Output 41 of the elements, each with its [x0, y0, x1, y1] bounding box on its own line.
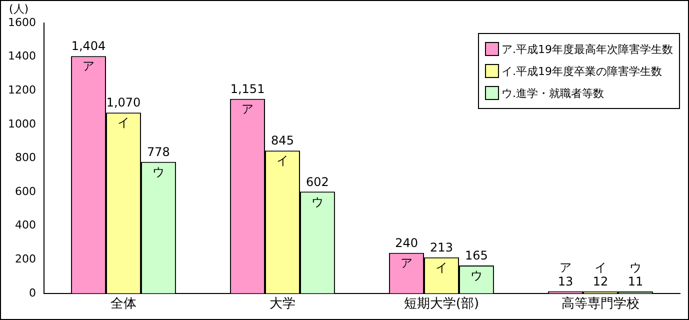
data-label: 165	[465, 248, 488, 263]
data-label: 13	[558, 274, 574, 288]
data-label: 1,070	[106, 96, 141, 110]
annotation: イ	[436, 260, 448, 275]
y-axis-title: (人)	[9, 2, 29, 16]
annotation: ア	[82, 59, 95, 74]
data-label: 12	[592, 274, 608, 288]
legend-label: イ.平成19年度卒業の障害学生数	[502, 64, 662, 78]
y-tick-label: 200	[14, 252, 36, 266]
annotation: ア	[560, 260, 572, 274]
y-tick-label: 1400	[8, 50, 36, 63]
x-tick-label: 大学	[269, 296, 296, 312]
y-tick-label: 1600	[8, 16, 36, 29]
annotation: イ	[117, 116, 130, 130]
data-label: 1,151	[230, 82, 265, 96]
annotation: ウ	[470, 268, 482, 283]
annotation: ア	[242, 102, 254, 116]
data-label: 240	[395, 236, 418, 250]
data-label: 778	[147, 145, 170, 160]
x-tick-label: 短期大学(部)	[404, 296, 480, 312]
annotation: ア	[400, 256, 413, 270]
data-label: 1,404	[71, 39, 106, 54]
y-tick-label: 0	[28, 286, 36, 300]
y-tick-label: 800	[14, 151, 36, 164]
x-tick-label: 高等専門学校	[562, 296, 640, 312]
data-label: 11	[628, 274, 644, 289]
annotation: ウ	[629, 260, 642, 275]
annotation: イ	[594, 260, 606, 274]
legend-label: ウ.進学・就職者等数	[502, 86, 604, 100]
legend-label: ア.平成19年度最高年次障害学生数	[502, 42, 673, 56]
annotation: ウ	[152, 165, 164, 180]
data-label: 602	[306, 174, 329, 189]
annotation: イ	[276, 154, 288, 168]
y-tick-label: 1200	[8, 83, 36, 96]
y-tick-label: 400	[14, 218, 36, 232]
data-label: 213	[430, 240, 453, 255]
y-tick-label: 1000	[8, 117, 36, 130]
data-label: 845	[271, 134, 294, 148]
annotation: ウ	[311, 194, 324, 209]
y-tick-label: 600	[14, 184, 36, 198]
x-tick-label: 全体	[110, 296, 136, 312]
